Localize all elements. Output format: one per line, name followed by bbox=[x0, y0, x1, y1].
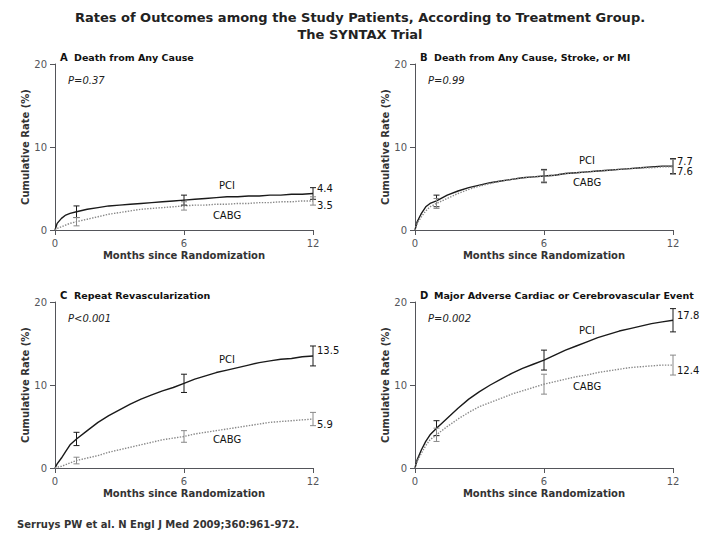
svg-text:P<0.001: P<0.001 bbox=[68, 313, 111, 324]
svg-text:3.5: 3.5 bbox=[317, 200, 333, 211]
svg-text:CABG: CABG bbox=[213, 434, 241, 445]
svg-text:P=0.002: P=0.002 bbox=[428, 313, 471, 324]
svg-text:B: B bbox=[420, 52, 428, 63]
svg-text:PCI: PCI bbox=[579, 325, 595, 336]
svg-text:PCI: PCI bbox=[579, 155, 595, 166]
svg-text:Months since Randomization: Months since Randomization bbox=[103, 488, 265, 499]
svg-text:20: 20 bbox=[34, 59, 47, 70]
svg-text:5.9: 5.9 bbox=[317, 419, 333, 430]
svg-text:12: 12 bbox=[307, 238, 320, 249]
svg-text:P=0.99: P=0.99 bbox=[428, 75, 465, 86]
svg-text:C: C bbox=[60, 290, 67, 301]
svg-text:CABG: CABG bbox=[573, 177, 601, 188]
svg-text:Death from Any Cause: Death from Any Cause bbox=[74, 52, 194, 63]
svg-text:6: 6 bbox=[541, 476, 547, 487]
svg-text:0: 0 bbox=[412, 476, 418, 487]
svg-text:D: D bbox=[420, 290, 428, 301]
svg-text:Months since Randomization: Months since Randomization bbox=[463, 250, 625, 261]
svg-text:0: 0 bbox=[41, 463, 47, 474]
svg-text:6: 6 bbox=[541, 238, 547, 249]
svg-text:Months since Randomization: Months since Randomization bbox=[103, 250, 265, 261]
svg-text:CABG: CABG bbox=[573, 381, 601, 392]
svg-text:10: 10 bbox=[394, 380, 407, 391]
svg-text:The SYNTAX Trial: The SYNTAX Trial bbox=[297, 27, 422, 42]
svg-text:6: 6 bbox=[181, 238, 187, 249]
svg-text:0: 0 bbox=[401, 225, 407, 236]
svg-text:20: 20 bbox=[34, 297, 47, 308]
svg-text:A: A bbox=[60, 52, 68, 63]
svg-text:0: 0 bbox=[401, 463, 407, 474]
svg-text:7.7: 7.7 bbox=[677, 156, 693, 167]
svg-text:0: 0 bbox=[52, 476, 58, 487]
svg-text:PCI: PCI bbox=[219, 354, 235, 365]
svg-text:20: 20 bbox=[394, 297, 407, 308]
svg-text:Major Adverse Cardiac or Cereb: Major Adverse Cardiac or Cerebrovascular… bbox=[434, 290, 694, 301]
svg-text:13.5: 13.5 bbox=[317, 345, 339, 356]
svg-text:Repeat Revascularization: Repeat Revascularization bbox=[74, 290, 211, 301]
svg-text:12: 12 bbox=[667, 476, 680, 487]
svg-text:Death from Any Cause, Stroke,: Death from Any Cause, Stroke, or MI bbox=[434, 52, 630, 63]
svg-text:Cumulative Rate (%): Cumulative Rate (%) bbox=[380, 327, 391, 443]
svg-text:0: 0 bbox=[52, 238, 58, 249]
svg-text:0: 0 bbox=[41, 225, 47, 236]
svg-text:Cumulative Rate (%): Cumulative Rate (%) bbox=[380, 89, 391, 205]
svg-text:17.8: 17.8 bbox=[677, 310, 699, 321]
svg-text:CABG: CABG bbox=[213, 210, 241, 221]
svg-text:4.4: 4.4 bbox=[317, 183, 333, 194]
svg-text:7.6: 7.6 bbox=[677, 166, 693, 177]
svg-text:PCI: PCI bbox=[219, 180, 235, 191]
svg-text:Serruys PW et al. N Engl J Med: Serruys PW et al. N Engl J Med 2009;360:… bbox=[17, 519, 299, 530]
svg-text:P=0.37: P=0.37 bbox=[68, 75, 105, 86]
svg-text:Cumulative Rate (%): Cumulative Rate (%) bbox=[20, 89, 31, 205]
svg-text:10: 10 bbox=[394, 142, 407, 153]
svg-text:10: 10 bbox=[34, 142, 47, 153]
svg-text:Months since Randomization: Months since Randomization bbox=[463, 488, 625, 499]
svg-text:Cumulative Rate (%): Cumulative Rate (%) bbox=[20, 327, 31, 443]
svg-text:6: 6 bbox=[181, 476, 187, 487]
svg-text:0: 0 bbox=[412, 238, 418, 249]
svg-text:10: 10 bbox=[34, 380, 47, 391]
svg-text:20: 20 bbox=[394, 59, 407, 70]
svg-text:Rates of Outcomes among the St: Rates of Outcomes among the Study Patien… bbox=[75, 10, 645, 25]
svg-text:12: 12 bbox=[307, 476, 320, 487]
svg-text:12.4: 12.4 bbox=[677, 365, 699, 376]
svg-text:12: 12 bbox=[667, 238, 680, 249]
